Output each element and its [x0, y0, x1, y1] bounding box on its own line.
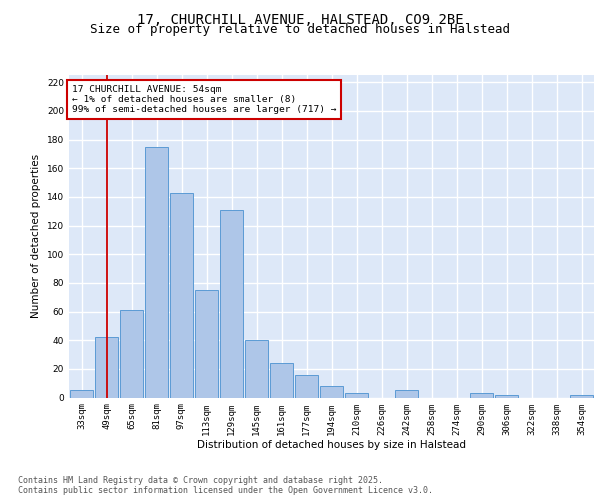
Bar [344, 393, 368, 398]
Text: 17 CHURCHILL AVENUE: 54sqm
← 1% of detached houses are smaller (8)
99% of semi-d: 17 CHURCHILL AVENUE: 54sqm ← 1% of detac… [71, 84, 336, 114]
Bar [395, 390, 418, 398]
Text: Size of property relative to detached houses in Halstead: Size of property relative to detached ho… [90, 24, 510, 36]
Bar [569, 394, 593, 398]
Bar [470, 393, 493, 398]
Text: Contains HM Land Registry data © Crown copyright and database right 2025.
Contai: Contains HM Land Registry data © Crown c… [18, 476, 433, 496]
Bar [320, 386, 343, 398]
X-axis label: Distribution of detached houses by size in Halstead: Distribution of detached houses by size … [197, 440, 466, 450]
Text: 17, CHURCHILL AVENUE, HALSTEAD, CO9 2BE: 17, CHURCHILL AVENUE, HALSTEAD, CO9 2BE [137, 12, 463, 26]
Bar [194, 290, 218, 398]
Bar [269, 363, 293, 398]
Bar [145, 146, 169, 398]
Bar [119, 310, 143, 398]
Bar [70, 390, 94, 398]
Bar [95, 338, 118, 398]
Bar [220, 210, 244, 398]
Bar [170, 192, 193, 398]
Bar [295, 374, 319, 398]
Bar [494, 394, 518, 398]
Bar [245, 340, 268, 398]
Y-axis label: Number of detached properties: Number of detached properties [31, 154, 41, 318]
